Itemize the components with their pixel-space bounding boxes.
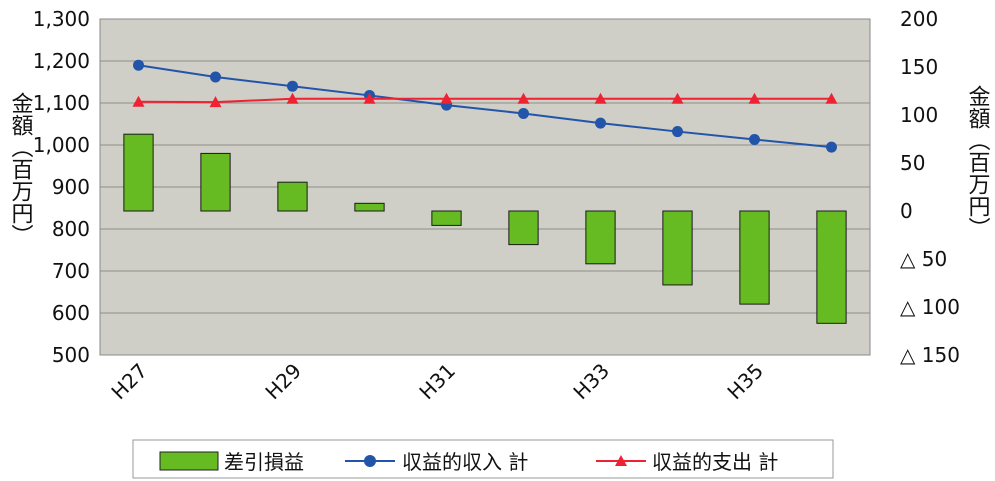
bar (123, 133, 154, 212)
bar (585, 210, 616, 265)
line-point (672, 126, 683, 138)
right-tick-label: △ 100 (900, 295, 960, 319)
line-point (825, 92, 838, 104)
right-tick-label: 0 (900, 199, 913, 223)
bar (739, 210, 770, 305)
bar (431, 210, 462, 226)
line-point (594, 92, 607, 104)
right-tick-label: 100 (900, 103, 938, 127)
right-tick-label: 150 (900, 55, 938, 79)
line-point (671, 92, 684, 104)
bars-series (123, 133, 847, 324)
left-tick-label: 700 (52, 259, 90, 283)
bar (354, 202, 385, 212)
legend-marker-expense (615, 455, 627, 466)
line-point (133, 59, 144, 71)
x-tick-label: H33 (568, 359, 614, 405)
x-tick-label: H27 (106, 359, 152, 405)
right-axis-title: 金額（百万円） (965, 85, 991, 239)
bar (277, 181, 308, 212)
left-tick-label: 900 (52, 175, 90, 199)
x-axis-ticks: H27 H29 H31 H33 H35 (106, 359, 768, 405)
x-tick-label: H35 (722, 359, 768, 405)
line-point (209, 96, 222, 108)
left-tick-label: 1,100 (33, 91, 90, 115)
bar (200, 152, 231, 212)
legend-label-expense: 収益的支出 計 (652, 450, 778, 474)
x-tick-label: H29 (260, 359, 306, 405)
left-tick-label: 500 (52, 343, 90, 367)
bar (508, 210, 539, 246)
line-point (749, 134, 760, 146)
series-line (138, 97, 832, 104)
bar (662, 210, 693, 286)
line-point (826, 141, 837, 153)
line-point (518, 108, 529, 119)
line-point (517, 92, 530, 104)
line-point (748, 92, 761, 104)
legend-box (132, 439, 834, 479)
line-point (595, 117, 606, 129)
left-tick-label: 1,000 (33, 133, 90, 157)
right-tick-label: 200 (900, 7, 938, 31)
right-axis-ticks: △ 150 △ 100 △ 50 0 50 100 150 200 (900, 7, 960, 367)
right-tick-label: 50 (900, 151, 925, 175)
left-tick-label: 1,300 (33, 7, 90, 31)
line-point (210, 71, 221, 83)
line-point (440, 92, 453, 104)
x-tick-label: H31 (414, 359, 460, 405)
line-point (363, 92, 376, 104)
line-series (132, 59, 838, 153)
line-point (287, 80, 298, 92)
line-point (286, 92, 299, 104)
legend: 差引損益 収益的収入 計 収益的支出 計 (132, 439, 834, 479)
left-axis-ticks: 500 600 700 800 900 1,000 1,100 1,200 1,300 (33, 7, 90, 367)
right-tick-label: △ 50 (900, 247, 947, 271)
left-axis-title: 金額（百万円） (8, 92, 34, 246)
legend-label-bar: 差引損益 (224, 450, 304, 474)
legend-swatch-bar (159, 451, 219, 471)
legend-label-income: 収益的収入 計 (402, 450, 528, 474)
legend-marker-income (364, 455, 376, 467)
left-tick-label: 1,200 (33, 49, 90, 73)
left-tick-label: 600 (52, 301, 90, 325)
left-tick-label: 800 (52, 217, 90, 241)
right-tick-label: △ 150 (900, 343, 960, 367)
series-line (138, 64, 832, 149)
bar (816, 210, 847, 324)
line-point (132, 95, 145, 107)
